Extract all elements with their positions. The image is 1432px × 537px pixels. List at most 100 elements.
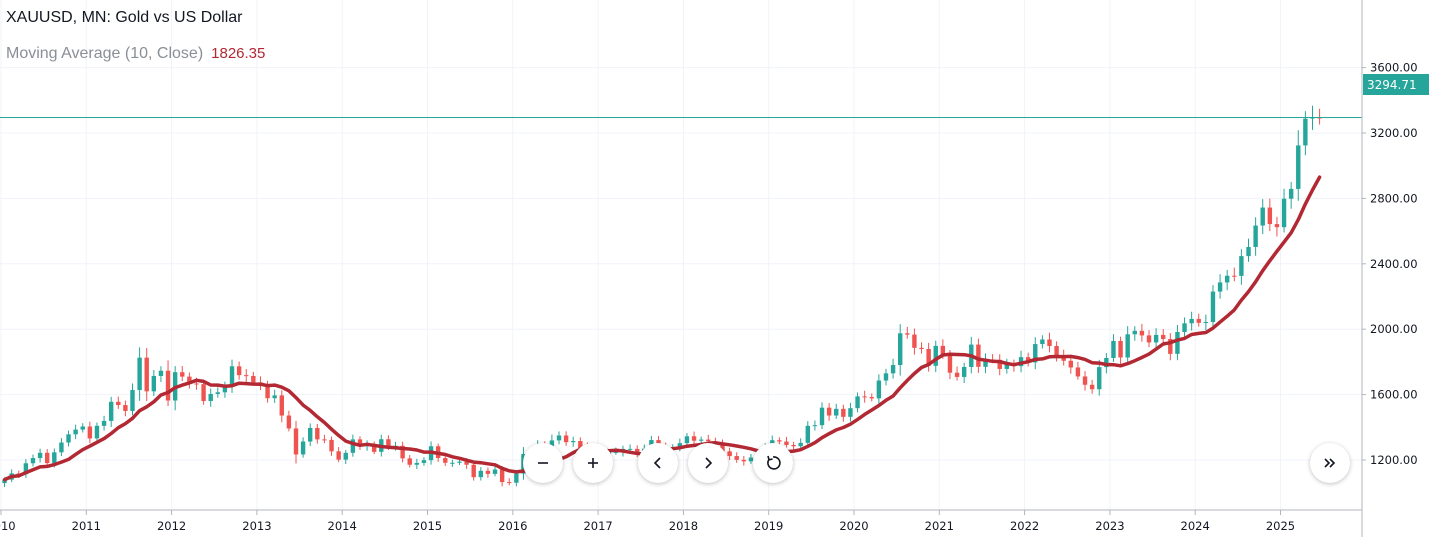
candle-body — [848, 408, 853, 417]
candle-body — [876, 380, 882, 399]
candle-body — [869, 397, 874, 399]
candle-body — [1189, 318, 1194, 324]
zoom-in-button[interactable] — [573, 443, 613, 483]
x-tick-label: 2014 — [328, 519, 357, 533]
zoom-out-button[interactable] — [523, 443, 563, 483]
candle-body — [919, 347, 924, 349]
candle-body — [37, 452, 43, 459]
candle-body — [137, 357, 142, 391]
candle-body — [1303, 118, 1308, 146]
candle-body — [215, 392, 221, 394]
candle-body — [912, 334, 917, 348]
candle-body — [890, 365, 896, 374]
candle-body — [357, 439, 363, 447]
candle-body — [308, 427, 313, 442]
candle-body — [1075, 367, 1081, 377]
x-tick-label: 2025 — [1266, 519, 1295, 533]
candle-body — [1111, 340, 1116, 358]
candle-body — [329, 439, 334, 452]
candle-body — [976, 344, 981, 367]
x-tick-label: 2023 — [1095, 519, 1124, 533]
candle-body — [706, 439, 711, 442]
candle-body — [1310, 117, 1315, 119]
candle-body — [819, 407, 825, 426]
candle-body — [898, 333, 903, 366]
scroll-to-realtime-button[interactable] — [1310, 443, 1350, 483]
candle-body — [222, 386, 228, 393]
candle-body — [1089, 384, 1095, 390]
candle-body — [734, 456, 739, 460]
reset-chart-button[interactable] — [753, 443, 793, 483]
candle-body — [187, 376, 192, 384]
candle-body — [926, 348, 931, 366]
candle-body — [1260, 207, 1265, 226]
candle-body — [73, 429, 78, 435]
candle-body — [1033, 344, 1038, 363]
x-tick-label: 2016 — [498, 519, 527, 533]
candle-body — [108, 401, 114, 421]
candle-body — [613, 451, 619, 453]
candle-body — [293, 428, 299, 455]
candle-body — [229, 366, 235, 387]
double-chevron-right-icon — [1324, 458, 1336, 468]
x-tick-label: 2012 — [157, 519, 186, 533]
candle-body — [805, 425, 810, 443]
candle-body — [343, 452, 348, 460]
candle-body — [101, 420, 107, 426]
indicator-legend[interactable]: Moving Average (10, Close) 1826.35 — [6, 45, 265, 63]
candle-body — [1132, 330, 1137, 335]
candle-body — [983, 359, 988, 367]
candle-body — [727, 451, 732, 457]
candle-body — [627, 448, 633, 450]
candle-body — [158, 370, 164, 376]
candle-body — [997, 359, 1002, 369]
candle-body — [1246, 246, 1251, 257]
candle-body — [748, 457, 754, 462]
candle-body — [940, 345, 946, 355]
x-tick-label: 2022 — [1010, 519, 1039, 533]
candle-body — [400, 445, 405, 459]
candle-body — [1217, 282, 1223, 292]
candle-body — [499, 469, 505, 483]
candle-body — [386, 439, 391, 447]
scroll-right-button[interactable] — [688, 443, 728, 483]
x-tick-label: 2013 — [242, 519, 271, 533]
y-tick-label: 2800.00 — [1370, 191, 1418, 205]
candle-body — [1104, 357, 1109, 368]
candle-body — [826, 407, 832, 416]
candle-body — [1203, 322, 1209, 324]
candle-body — [1153, 334, 1159, 343]
candle-body — [421, 460, 427, 463]
candle-body — [578, 441, 583, 449]
candle-body — [471, 464, 476, 478]
candle-body — [1239, 256, 1244, 276]
candle-body — [1196, 318, 1201, 323]
candle-body — [841, 408, 846, 417]
candle-body — [492, 469, 498, 474]
candle-body — [2, 479, 7, 484]
candle-body — [947, 354, 953, 373]
candle-body — [180, 372, 185, 377]
candle-body — [1161, 334, 1166, 340]
candle-body — [30, 458, 36, 464]
candle-body — [1274, 224, 1280, 228]
candle-body — [130, 390, 135, 411]
chevron-right-icon — [705, 457, 713, 469]
candle-body — [443, 458, 448, 463]
candle-body — [1296, 145, 1301, 189]
candle-body — [208, 393, 213, 401]
candle-body — [244, 375, 249, 377]
candle-body — [336, 451, 341, 460]
candle-body — [933, 345, 938, 366]
candle-body — [634, 448, 640, 454]
x-tick-label: 2020 — [839, 519, 868, 533]
scroll-left-button[interactable] — [638, 443, 678, 483]
moving-average-line — [2, 175, 1322, 482]
candle-body — [123, 405, 128, 411]
candle-body — [741, 459, 747, 462]
candle-body — [1146, 335, 1152, 343]
indicator-value: 1826.35 — [211, 45, 266, 62]
candle-body — [1182, 323, 1187, 332]
candle-body — [784, 441, 789, 445]
